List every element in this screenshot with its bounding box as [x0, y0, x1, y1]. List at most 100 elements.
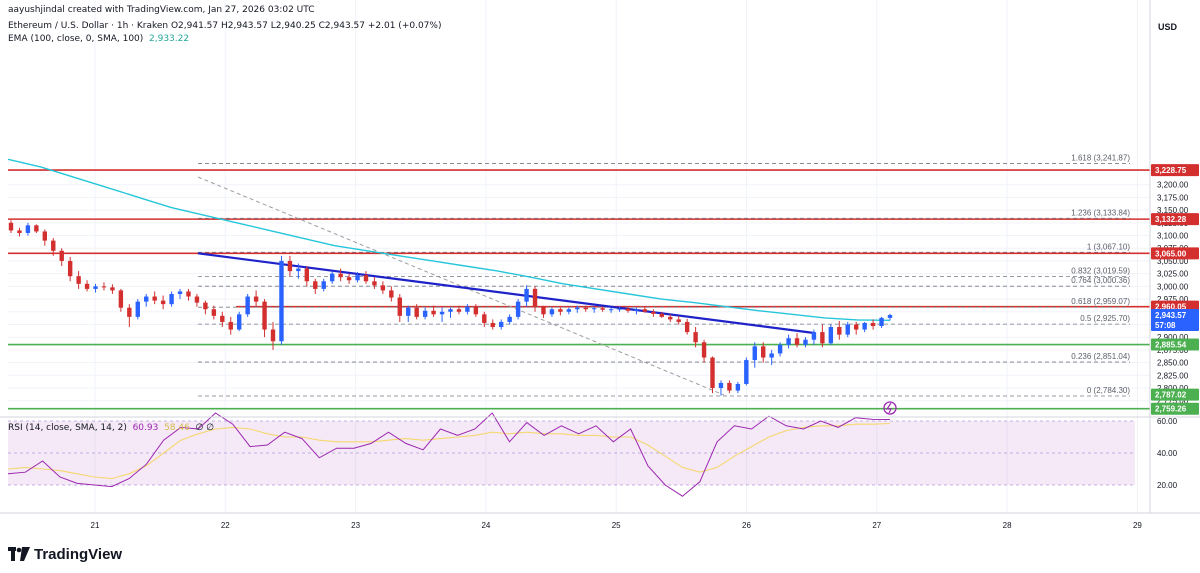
candle-body	[34, 225, 39, 232]
candle-body	[575, 307, 580, 310]
price-tags: 3,228.75 3,132.28 3,065.00 2,960.052,943.57…	[1151, 164, 1199, 415]
descending-trendline[interactable]	[197, 252, 816, 335]
rsi-axis[interactable]: 60.00 40.00 20.00	[1157, 417, 1178, 490]
candle-body	[642, 309, 648, 312]
candle-body	[101, 286, 107, 288]
candle-body	[422, 310, 428, 317]
candle-body	[591, 308, 597, 310]
candle-body	[870, 322, 876, 327]
candlesticks	[8, 220, 893, 396]
price-tag-bg	[1151, 319, 1199, 332]
candle-body	[355, 275, 360, 281]
candle-body	[406, 307, 411, 316]
candle-body	[608, 309, 614, 311]
fib-label: 0.5 (2,925.70)	[1080, 314, 1130, 323]
candle-body	[566, 309, 572, 312]
candle-body	[135, 301, 140, 317]
time-tick-label: 29	[1133, 521, 1142, 530]
price-tick-label: 3,150.00	[1157, 206, 1189, 215]
candle-body	[507, 316, 512, 322]
candle-body	[811, 332, 817, 340]
price-tick-label: 2,850.00	[1157, 359, 1189, 368]
candle-body	[465, 306, 470, 312]
candle-body	[262, 301, 267, 330]
candle-body	[701, 342, 707, 358]
price-tag-bg	[1151, 402, 1199, 415]
candle-body	[752, 346, 757, 361]
candle-body	[67, 260, 73, 277]
price-tick-label: 3,050.00	[1157, 257, 1189, 266]
price-tag-bg	[1151, 338, 1199, 351]
candle-body	[186, 291, 191, 297]
candle-body	[744, 360, 749, 384]
time-tick-label: 21	[91, 521, 100, 530]
candle-body	[59, 250, 64, 261]
candle-body	[380, 285, 386, 291]
candle-body	[651, 311, 656, 314]
fib-label: 1.618 (3,241.87)	[1071, 153, 1130, 162]
candle-body	[25, 225, 31, 233]
rsi-ma-line	[7, 422, 891, 480]
time-tick-label: 23	[351, 521, 360, 530]
candle-body	[389, 290, 394, 298]
candle-body	[439, 311, 445, 315]
candle-body	[625, 308, 631, 311]
fib-label: 0 (2,784.30)	[1087, 386, 1130, 395]
candle-body	[541, 306, 546, 315]
candle-body	[329, 273, 335, 282]
candle-body	[617, 308, 622, 310]
candle-body	[515, 301, 521, 317]
price-tick-label: 3,175.00	[1157, 193, 1189, 202]
candle-body	[583, 307, 588, 310]
currency-label[interactable]: USD	[1158, 22, 1178, 32]
candle-body	[118, 290, 124, 308]
candle-body	[499, 321, 504, 328]
candle-body	[820, 332, 825, 344]
candle-body	[169, 293, 174, 305]
price-tick-label: 3,000.00	[1157, 282, 1189, 291]
tradingview-logo-text: TradingView	[34, 545, 123, 563]
candle-body	[279, 260, 284, 342]
time-axis[interactable]: 21 22 23 24 25 26 27 28 29	[91, 521, 1143, 530]
candle-body	[558, 309, 563, 312]
candle-body	[634, 309, 639, 311]
rsi-pane	[7, 412, 1135, 497]
symbol-info[interactable]: Ethereum / U.S. Dollar · 1h · Kraken O2,…	[8, 21, 441, 31]
fib-label: 0.832 (3,019.59)	[1071, 266, 1130, 275]
candle-body	[8, 222, 14, 231]
candle-body	[237, 314, 242, 330]
price-tag-label: 2,943.57	[1155, 311, 1187, 320]
candle-body	[659, 313, 664, 317]
time-tick-label: 22	[221, 521, 230, 530]
price-tag-label: 3,132.28	[1155, 215, 1187, 224]
candle-body	[17, 230, 22, 233]
candle-body	[321, 281, 326, 289]
price-tick-label: 2,800.00	[1157, 384, 1189, 393]
rsi-tick-label: 20.00	[1157, 481, 1178, 490]
price-tick-label: 3,200.00	[1157, 181, 1189, 190]
candle-body	[668, 316, 673, 320]
candle-body	[845, 324, 850, 335]
fib-label: 1.236 (3,133.84)	[1071, 208, 1130, 217]
price-tag-bg	[1151, 388, 1199, 401]
rsi-label: RSI (14, close, SMA, 14, 2)	[8, 423, 127, 433]
ema-legend[interactable]: EMA (100, close, 0, SMA, 100) 2,933.22	[8, 34, 189, 44]
candle-body	[203, 302, 208, 310]
alert-icon[interactable]	[883, 401, 897, 415]
tradingview-logo-icon	[8, 547, 30, 561]
candle-body	[245, 296, 250, 315]
rsi-legend[interactable]: RSI (14, close, SMA, 14, 2) 60.93 58.46 …	[8, 423, 214, 433]
candle-body	[600, 308, 605, 310]
candle-body	[549, 309, 555, 315]
tradingview-logo[interactable]: TradingView	[8, 545, 122, 563]
candle-body	[735, 383, 741, 391]
candle-body	[346, 277, 352, 281]
candle-body	[363, 275, 369, 282]
price-tag-label: 2,885.54	[1155, 341, 1187, 350]
candle-body	[862, 322, 867, 330]
ema-label: EMA (100, close, 0, SMA, 100)	[8, 34, 144, 44]
candle-body	[482, 314, 487, 323]
candle-body	[253, 296, 259, 302]
fib-label: 0.618 (2,959.07)	[1071, 297, 1130, 306]
